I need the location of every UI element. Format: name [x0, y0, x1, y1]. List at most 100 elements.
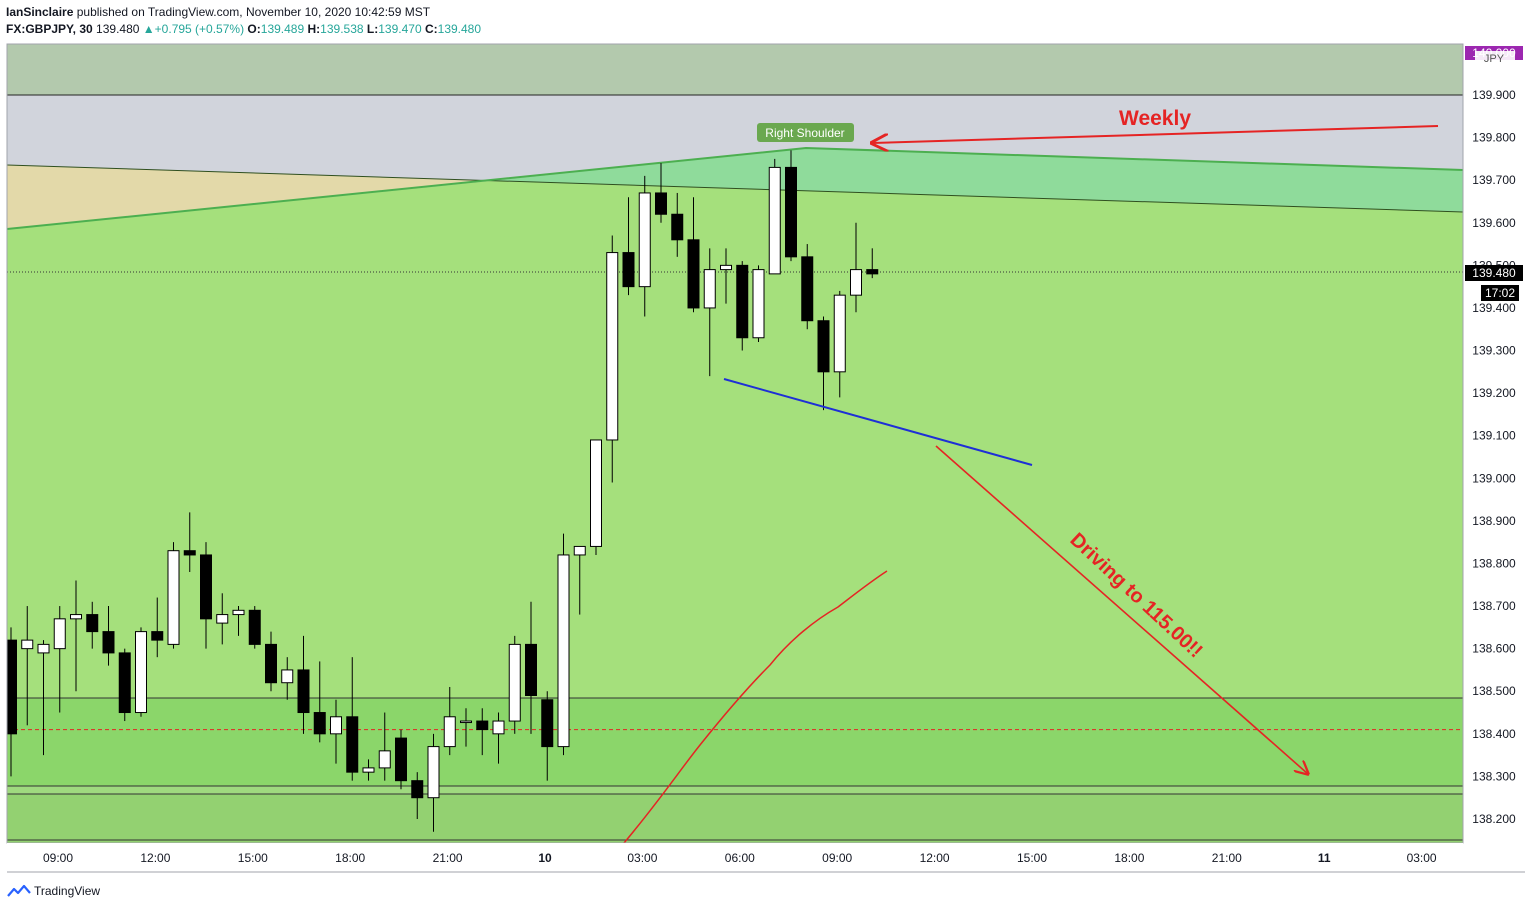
candle-down[interactable] — [297, 669, 310, 714]
candle-down[interactable] — [265, 643, 277, 684]
candle-up[interactable] — [427, 746, 440, 799]
candle-up[interactable] — [590, 439, 602, 547]
candle-up[interactable] — [606, 252, 619, 441]
price-tick-label: 138.200 — [1472, 812, 1516, 826]
candle-down[interactable] — [622, 252, 635, 288]
candle-down[interactable] — [86, 614, 99, 633]
candle-down[interactable] — [346, 716, 359, 773]
price-tick-label: 138.500 — [1472, 684, 1516, 698]
candle-down[interactable] — [248, 609, 261, 645]
time-tick-label: 12:00 — [920, 851, 950, 865]
candle-up[interactable] — [281, 669, 294, 684]
tradingview-brand[interactable]: TradingView — [34, 884, 100, 898]
candle-up[interactable] — [508, 643, 521, 722]
candle-down[interactable] — [200, 554, 212, 620]
candle-up[interactable] — [443, 716, 456, 748]
candle-down[interactable] — [785, 166, 797, 258]
price-tick-label: 139.100 — [1472, 429, 1516, 443]
price-axis[interactable]: 140.000 JPY 139.900139.800139.700139.600… — [1462, 44, 1525, 843]
wedge-upper-line — [7, 164, 1463, 213]
price-tick-label: 138.300 — [1472, 769, 1516, 783]
change-up-icon: ▲ — [142, 22, 155, 36]
candle-down[interactable] — [476, 720, 489, 731]
candle-down[interactable] — [687, 239, 700, 309]
price-tick-label: 139.900 — [1472, 88, 1516, 102]
price-tick-label: 139.600 — [1472, 216, 1516, 230]
time-tick-label: 18:00 — [335, 851, 365, 865]
change-value: +0.795 (+0.57%) — [154, 22, 245, 36]
candle-down[interactable] — [151, 631, 164, 641]
price-tick-label: 138.800 — [1472, 556, 1516, 570]
candle-up[interactable] — [768, 166, 781, 275]
bottom-support-zone — [7, 794, 1463, 843]
candle-down[interactable] — [671, 213, 684, 241]
support-gap — [7, 786, 1463, 794]
time-tick-label: 18:00 — [1114, 851, 1144, 865]
candle-up[interactable] — [70, 614, 82, 620]
countdown-value: 17:02 — [1485, 286, 1515, 300]
candle-up[interactable] — [216, 614, 229, 624]
candle-up[interactable] — [557, 554, 570, 748]
currency-label: JPY — [1484, 53, 1505, 65]
candle-up[interactable] — [21, 639, 34, 650]
candle-down[interactable] — [736, 264, 749, 339]
candle-up[interactable] — [232, 609, 245, 616]
candle-up[interactable] — [167, 550, 180, 645]
candle-up[interactable] — [362, 767, 375, 773]
wedge-right-fill — [490, 148, 1463, 212]
author-name[interactable]: IanSinclaire — [6, 5, 74, 19]
candle-down[interactable] — [395, 737, 407, 782]
candle-up[interactable] — [135, 631, 147, 714]
candle-up[interactable] — [573, 545, 586, 556]
time-tick-label: 03:00 — [627, 851, 657, 865]
candle-up[interactable] — [37, 643, 50, 654]
tradingview-logo-icon[interactable] — [7, 884, 31, 897]
price-tick-label: 138.700 — [1472, 599, 1516, 613]
candle-up[interactable] — [833, 294, 846, 373]
candle-up[interactable] — [850, 269, 862, 296]
candle-down[interactable] — [541, 699, 554, 748]
candle-down[interactable] — [411, 780, 424, 799]
candle-down[interactable] — [102, 631, 115, 654]
candle-up[interactable] — [492, 720, 505, 735]
wedge-lower-fill — [7, 181, 1463, 240]
high-value: 139.538 — [320, 22, 364, 36]
candle-down[interactable] — [6, 639, 17, 735]
candle-down[interactable] — [655, 192, 667, 215]
time-axis[interactable]: 09:00 12:00 15:00 18:00 21:00 10 03:00 06:00 09:… — [7, 843, 1525, 873]
right-shoulder-badge[interactable] — [757, 123, 854, 142]
candle-up[interactable] — [53, 618, 66, 650]
candle-down[interactable] — [118, 652, 131, 714]
candle-up[interactable] — [703, 269, 716, 309]
candle-up[interactable] — [330, 716, 342, 735]
candle-down[interactable] — [313, 712, 326, 735]
shoulder-trendline — [7, 146, 1463, 230]
candle-up[interactable] — [752, 269, 765, 339]
price-tick-label: 138.400 — [1472, 727, 1516, 741]
price-tick-label: 139.700 — [1472, 173, 1516, 187]
candle-down[interactable] — [801, 256, 814, 322]
open-label: O: — [247, 22, 261, 36]
time-axis-bg — [7, 843, 1463, 872]
weekly-grey-zone — [7, 44, 1463, 95]
time-tick-label: 06:00 — [725, 851, 755, 865]
candle-up[interactable] — [720, 264, 732, 271]
candle-up[interactable] — [460, 720, 472, 724]
high-label: H: — [307, 22, 321, 36]
weekly-label[interactable]: Weekly — [1119, 107, 1191, 130]
candle-up[interactable] — [638, 192, 651, 288]
candle-down[interactable] — [866, 269, 879, 275]
candle-down[interactable] — [183, 550, 196, 556]
publish-info: IanSinclaire published on TradingView.co… — [6, 5, 430, 19]
current-price-value: 139.480 — [1472, 266, 1516, 280]
price-tick-label: 139.000 — [1472, 471, 1516, 485]
weekly-arrow — [872, 125, 1439, 143]
ohlc-legend: FX:GBPJPY, 30 139.480 ▲+0.795 (+0.57%) O… — [6, 22, 481, 36]
candle-down[interactable] — [817, 320, 830, 373]
candle-up[interactable] — [378, 750, 391, 769]
candle-down[interactable] — [525, 643, 537, 696]
price-tick-label: 139.800 — [1472, 131, 1516, 145]
time-tick-label: 11 — [1318, 851, 1331, 865]
right-shoulder-label: Right Shoulder — [765, 126, 844, 140]
